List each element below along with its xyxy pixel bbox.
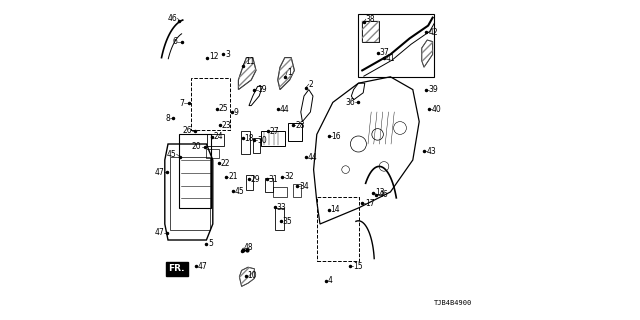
Text: 24: 24	[214, 132, 223, 141]
Text: 18: 18	[244, 134, 253, 143]
Bar	[275, 208, 284, 230]
Text: 26: 26	[182, 126, 192, 135]
Text: 21: 21	[228, 172, 237, 181]
Text: 33: 33	[277, 203, 287, 212]
Text: FR.: FR.	[168, 264, 185, 273]
Text: 8: 8	[166, 114, 170, 123]
Bar	[191, 78, 230, 130]
Text: 44: 44	[280, 105, 289, 114]
Text: 46: 46	[168, 14, 178, 23]
Bar	[206, 149, 219, 158]
Text: 11: 11	[245, 57, 254, 66]
Bar	[241, 131, 250, 154]
Bar	[207, 134, 224, 146]
Text: 17: 17	[365, 199, 374, 208]
Text: 14: 14	[331, 205, 340, 214]
Text: 25: 25	[219, 104, 228, 113]
Text: 32: 32	[285, 172, 294, 181]
Bar	[288, 123, 302, 141]
Text: 12: 12	[209, 52, 218, 60]
Text: 22: 22	[221, 159, 230, 168]
Text: 19: 19	[258, 85, 268, 94]
Text: 27: 27	[270, 127, 280, 136]
Text: 36: 36	[346, 98, 355, 107]
Bar	[265, 178, 273, 192]
Text: 1: 1	[287, 68, 292, 76]
Text: 44: 44	[307, 153, 317, 162]
Text: 5: 5	[208, 239, 213, 248]
Text: 2: 2	[309, 80, 314, 89]
Text: 7: 7	[179, 99, 184, 108]
Text: 39: 39	[429, 85, 438, 94]
Text: 48: 48	[243, 244, 253, 252]
Text: 15: 15	[353, 262, 363, 271]
Text: 45: 45	[235, 187, 244, 196]
Bar	[246, 175, 253, 190]
Text: 29: 29	[251, 175, 260, 184]
Bar	[253, 138, 260, 153]
Text: 10: 10	[248, 271, 257, 280]
Text: 46: 46	[379, 190, 388, 199]
Text: 9: 9	[234, 108, 239, 116]
Text: 42: 42	[429, 28, 438, 36]
Bar	[179, 134, 211, 208]
Text: 45: 45	[167, 150, 177, 159]
Text: 16: 16	[332, 132, 341, 140]
Bar	[292, 184, 301, 197]
Text: 31: 31	[269, 175, 278, 184]
Bar	[317, 197, 359, 261]
Text: 37: 37	[380, 48, 390, 57]
Text: 47: 47	[155, 228, 164, 237]
Text: 43: 43	[427, 147, 436, 156]
Text: 20: 20	[192, 142, 202, 151]
Text: 38: 38	[366, 15, 376, 24]
Bar	[358, 14, 434, 77]
Bar	[170, 157, 210, 230]
Text: 47: 47	[197, 262, 207, 271]
Text: 28: 28	[296, 121, 305, 130]
Text: 40: 40	[432, 105, 442, 114]
Text: 41: 41	[385, 54, 396, 63]
Text: 13: 13	[375, 188, 385, 197]
Text: 6: 6	[172, 37, 177, 46]
Bar	[261, 131, 285, 146]
Text: 4: 4	[328, 276, 332, 285]
Bar	[362, 21, 380, 42]
Text: 47: 47	[155, 168, 164, 177]
Text: 3: 3	[225, 50, 230, 59]
Bar	[273, 187, 287, 197]
Text: 30: 30	[257, 136, 267, 145]
Text: 34: 34	[300, 182, 309, 191]
Text: TJB4B4900: TJB4B4900	[434, 300, 472, 306]
Text: 23: 23	[222, 121, 232, 130]
Text: 35: 35	[283, 217, 292, 226]
